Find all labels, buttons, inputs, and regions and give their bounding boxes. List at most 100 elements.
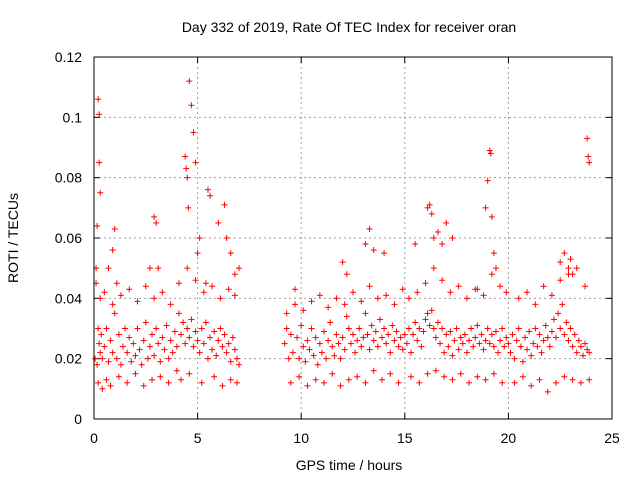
data-point (553, 379, 560, 386)
data-point (455, 346, 462, 353)
data-point (354, 337, 361, 344)
data-point (287, 331, 294, 338)
data-point (115, 331, 122, 338)
data-point (103, 376, 110, 383)
data-point (117, 361, 124, 368)
data-point (387, 370, 394, 377)
data-point (312, 334, 319, 341)
plot-frame (93, 56, 613, 420)
data-point (364, 331, 371, 338)
data-point (335, 340, 342, 347)
data-point (463, 349, 470, 356)
data-point (439, 325, 446, 332)
data-point (151, 213, 158, 220)
data-point (202, 319, 209, 326)
data-point (343, 271, 350, 278)
data-point (532, 325, 539, 332)
data-point (233, 355, 240, 362)
data-point (376, 316, 383, 323)
y-tick-label: 0.08 (55, 170, 82, 186)
data-point (528, 352, 535, 359)
data-point (488, 271, 495, 278)
data-point (161, 346, 168, 353)
data-point (325, 337, 332, 344)
data-point (542, 322, 549, 329)
data-point (155, 265, 162, 272)
y-axis-label: ROTI / TECUs (5, 193, 21, 283)
data-points (92, 78, 593, 395)
data-point (126, 334, 133, 341)
data-point (186, 78, 193, 85)
data-point (304, 382, 311, 389)
data-point (482, 337, 489, 344)
data-point (445, 343, 452, 350)
data-point (405, 295, 412, 302)
data-point (383, 292, 390, 299)
data-point (434, 228, 441, 235)
data-point (354, 373, 361, 380)
data-point (94, 222, 101, 229)
data-point (582, 340, 589, 347)
data-point (389, 322, 396, 329)
data-point (536, 331, 543, 338)
data-point (207, 334, 214, 341)
data-point (185, 204, 192, 211)
data-point (424, 310, 431, 317)
data-point (96, 159, 103, 166)
data-point (296, 373, 303, 380)
data-point (294, 334, 301, 341)
data-point (453, 325, 460, 332)
data-point (120, 343, 127, 350)
data-point (225, 340, 232, 347)
data-point (530, 340, 537, 347)
data-point (379, 334, 386, 341)
data-point (476, 340, 483, 347)
data-point (536, 376, 543, 383)
x-tick-label: 20 (501, 430, 517, 446)
data-point (109, 247, 116, 254)
data-point (347, 340, 354, 347)
data-point (573, 349, 580, 356)
data-point (501, 343, 508, 350)
data-point (183, 165, 190, 172)
data-point (513, 337, 520, 344)
data-point (337, 382, 344, 389)
data-point (341, 301, 348, 308)
data-point (563, 319, 570, 326)
data-point (385, 331, 392, 338)
data-point (211, 373, 218, 380)
data-point (548, 328, 555, 335)
data-point (428, 210, 435, 217)
data-point (492, 328, 499, 335)
data-point (296, 355, 303, 362)
data-point (136, 346, 143, 353)
data-point (231, 346, 238, 353)
data-point (544, 334, 551, 341)
data-point (291, 301, 298, 308)
data-point (96, 111, 103, 118)
data-point (117, 292, 124, 299)
chart-title: Day 332 of 2019, Rate Of TEC Index for r… (182, 19, 516, 35)
data-point (416, 379, 423, 386)
data-point (503, 334, 510, 341)
data-point (569, 271, 576, 278)
data-point (370, 247, 377, 254)
data-point (557, 325, 564, 332)
data-point (487, 150, 494, 157)
data-point (329, 343, 336, 350)
data-point (333, 331, 340, 338)
data-point (178, 376, 185, 383)
data-point (149, 376, 156, 383)
data-point (175, 310, 182, 317)
data-point (173, 367, 180, 374)
data-point (455, 283, 462, 290)
data-point (408, 373, 415, 380)
data-point (565, 265, 572, 272)
data-point (122, 325, 129, 332)
data-point (304, 337, 311, 344)
data-point (157, 373, 164, 380)
data-point (146, 265, 153, 272)
data-point (410, 331, 417, 338)
data-point (544, 388, 551, 395)
data-point (200, 340, 207, 347)
